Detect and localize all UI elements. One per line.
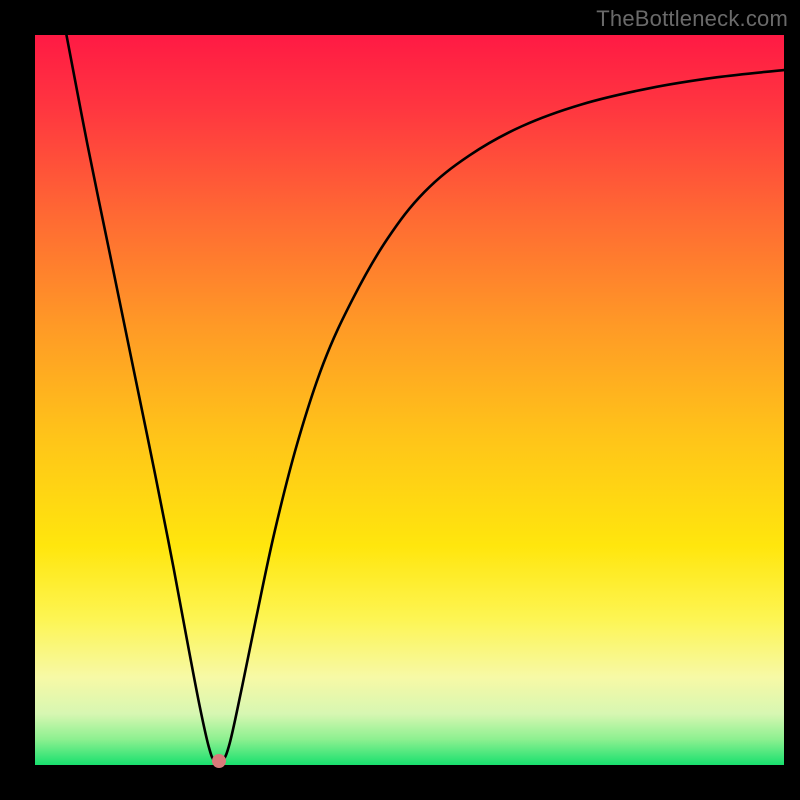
bottleneck-curve [35,35,784,765]
plot-area [35,35,784,765]
watermark-text: TheBottleneck.com [596,6,788,32]
chart-frame: TheBottleneck.com [0,0,800,800]
optimal-point-marker [212,754,226,768]
